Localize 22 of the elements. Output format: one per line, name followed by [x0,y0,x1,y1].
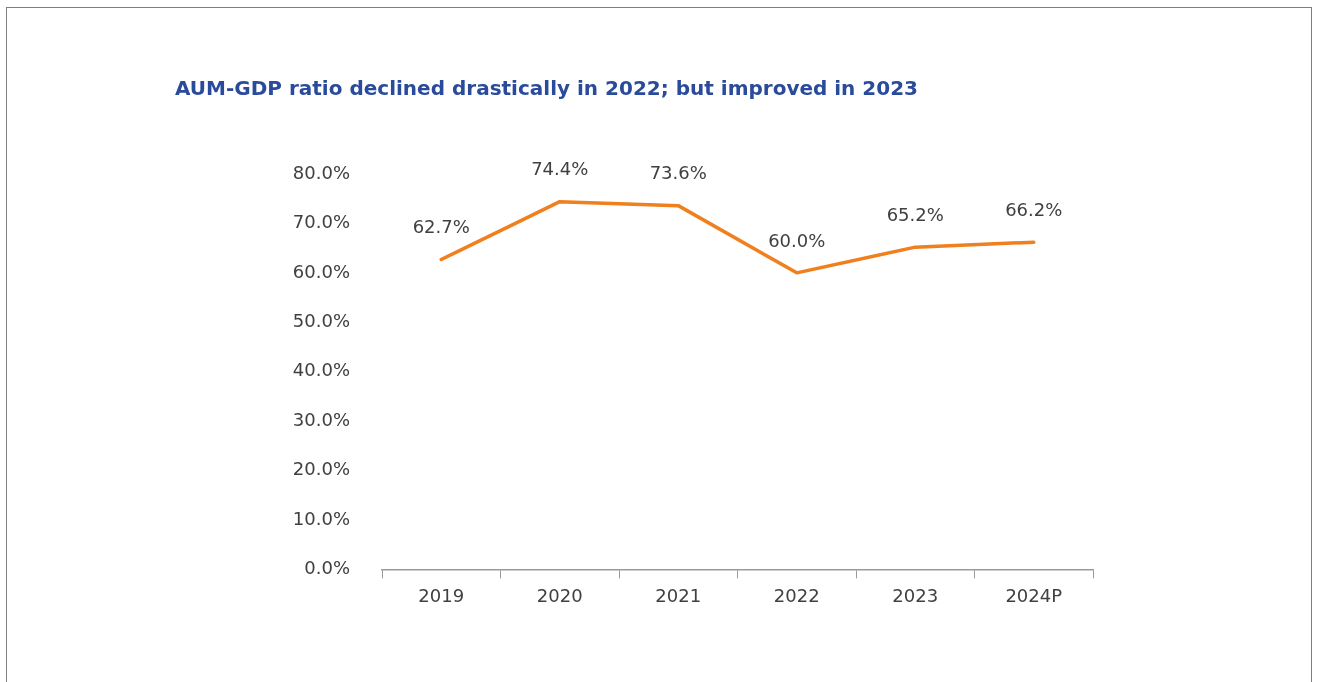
x-tick-label: 2023 [892,584,939,606]
y-tick-label: 20.0% [292,458,350,480]
chart-title: AUM-GDP ratio declined drastically in 2022; but improved in 2023 [175,76,918,101]
y-tick-label: 60.0% [292,260,350,282]
y-tick-label: 40.0% [292,359,350,381]
data-label: 73.6% [649,162,707,184]
y-tick-label: 80.0% [292,161,350,183]
x-tick-label: 2022 [773,584,820,606]
data-label: 65.2% [886,203,944,225]
y-tick-label: 70.0% [292,211,350,233]
data-label: 62.7% [412,216,470,238]
x-tick-label: 2021 [655,584,702,606]
y-tick-label: 0.0% [304,557,350,579]
data-label: 60.0% [768,229,826,251]
y-tick-label: 10.0% [292,507,350,529]
x-tick-label: 2024P [1005,584,1063,606]
data-label: 66.2% [1005,198,1063,220]
y-tick-label: 50.0% [292,309,350,331]
data-label: 74.4% [531,158,589,180]
x-tick-label: 2020 [536,584,583,606]
x-tick-label: 2019 [418,584,465,606]
y-tick-label: 30.0% [292,408,350,430]
